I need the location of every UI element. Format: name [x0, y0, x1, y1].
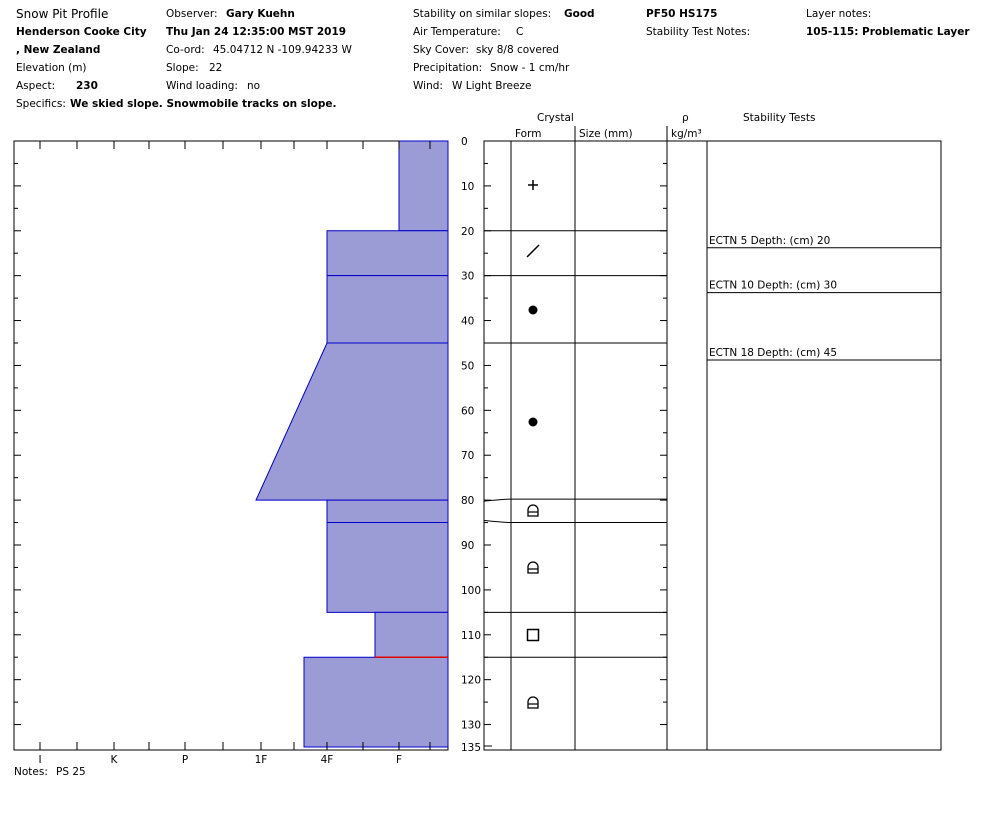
depth-tick-label-60: 60	[461, 405, 474, 417]
layer-boundary-80	[483, 498, 667, 502]
grain-symbols	[526, 180, 540, 709]
grain-depth-hoar-icon	[527, 696, 539, 709]
hardness-tick-label-4F: 4F	[321, 754, 334, 766]
hardness-axis: I K P 1F 4F F	[13, 141, 431, 766]
sky-label: Sky Cover:	[413, 44, 470, 56]
stability-test-label-1: ECTN 10 Depth: (cm) 30	[709, 280, 837, 292]
layer-notes-label: Layer notes:	[806, 8, 872, 20]
hardness-layer-7	[303, 656, 449, 748]
specifics-label: Specifics:	[16, 98, 66, 110]
wind-loading-label: Wind loading:	[166, 80, 238, 92]
hardness-profile	[255, 140, 449, 748]
layer-notes-value: 105-115: Problematic Layer	[806, 26, 970, 38]
layer-boundary-85	[483, 520, 667, 524]
depth-tick-label-70: 70	[461, 450, 474, 462]
air-temp-label: Air Temperature:	[413, 26, 501, 38]
air-temp-value: C	[516, 26, 524, 38]
pf-hs-value: PF50 HS175	[646, 8, 718, 20]
stability-similar-label: Stability on similar slopes:	[413, 8, 552, 20]
depth-tick-label-110: 110	[461, 630, 481, 642]
hardness-layer-3	[255, 342, 449, 501]
hardness-tick-label-F: F	[396, 754, 402, 766]
hardness-layer-0	[398, 140, 449, 232]
depth-tick-label-135: 135	[461, 742, 481, 754]
depth-tick-label-50: 50	[461, 360, 474, 372]
size-header: Size (mm)	[579, 128, 633, 140]
depth-tick-label-120: 120	[461, 675, 481, 687]
wind-value: W Light Breeze	[452, 80, 532, 92]
specifics-value: We skied slope. Snowmobile tracks on slo…	[70, 98, 337, 110]
density-symbol-header: ρ	[682, 112, 689, 124]
form-header: Form	[515, 128, 542, 140]
observer-label: Observer:	[166, 8, 218, 20]
depth-axis: 0 10 20 30 40 50 60 70 80 90 100 110 120 130 135	[14, 136, 667, 754]
layer-boundaries	[483, 230, 667, 747]
depth-tick-label-90: 90	[461, 540, 474, 552]
coord-value: 45.04712 N -109.94233 W	[213, 44, 352, 56]
slash	[526, 244, 540, 258]
hoar	[527, 504, 539, 517]
hardness-tick-label-1F: 1F	[255, 754, 268, 766]
datetime: Thu Jan 24 12:35:00 MST 2019	[166, 26, 347, 38]
hardness-layer-4	[326, 499, 449, 524]
page-title: Snow Pit Profile	[16, 7, 109, 21]
dot	[528, 417, 538, 427]
hardness-layer-6	[374, 611, 449, 658]
crystal-table-frame	[483, 140, 942, 751]
depth-tick-label-80: 80	[461, 495, 474, 507]
dot	[528, 305, 538, 315]
hoar	[527, 561, 539, 574]
hardness-layer-5	[326, 522, 449, 613]
hoar	[527, 696, 539, 709]
hardness-tick-label-I: I	[38, 754, 41, 766]
hardness-layer-1	[326, 230, 449, 277]
location-line1: Henderson Cooke City	[16, 26, 147, 38]
aspect-value: 230	[76, 80, 98, 92]
grain-depth-hoar-icon	[527, 504, 539, 517]
slope-value: 22	[209, 62, 223, 74]
grain-rounded-grains-icon	[528, 417, 538, 427]
coord-label: Co-ord:	[166, 44, 205, 56]
grain-precipitation-particles-icon	[528, 180, 538, 190]
stability-similar-value: Good	[564, 8, 595, 20]
stability-test-label-2: ECTN 18 Depth: (cm) 45	[709, 347, 837, 359]
depth-tick-label-30: 30	[461, 271, 474, 283]
depth-tick-label-130: 130	[461, 720, 481, 732]
sky-value: sky 8/8 covered	[476, 44, 560, 56]
location-line2: , New Zealand	[16, 44, 101, 56]
stability-notes-label: Stability Test Notes:	[646, 26, 751, 38]
depth-tick-label-40: 40	[461, 316, 474, 328]
grain-depth-hoar-icon	[527, 561, 539, 574]
hardness-tick-label-P: P	[182, 754, 188, 766]
elevation-label: Elevation (m)	[16, 62, 87, 74]
hardness-layer-2	[326, 275, 449, 344]
stability-tests-header: Stability Tests	[743, 112, 816, 124]
grain-decomposing-fragments-icon	[526, 244, 540, 258]
precip-value: Snow - 1 cm/hr	[490, 62, 570, 74]
depth-tick-label-10: 10	[461, 181, 474, 193]
stability-test-list: ECTN 5 Depth: (cm) 20 ECTN 10 Depth: (cm)…	[707, 235, 941, 361]
aspect-label: Aspect:	[16, 80, 56, 92]
wind-loading-value: no	[247, 80, 261, 92]
crystal-header: Crystal	[537, 112, 574, 124]
square	[526, 628, 540, 642]
depth-tick-label-20: 20	[461, 226, 474, 238]
notes-label: Notes:	[14, 766, 48, 778]
wind-label: Wind:	[413, 80, 443, 92]
depth-tick-label-0: 0	[461, 136, 468, 148]
hardness-tick-label-K: K	[111, 754, 119, 766]
precip-label: Precipitation:	[413, 62, 483, 74]
depth-tick-label-100: 100	[461, 585, 481, 597]
stability-test-label-0: ECTN 5 Depth: (cm) 20	[709, 235, 830, 247]
observer-value: Gary Kuehn	[226, 8, 295, 20]
notes-value: PS 25	[56, 766, 86, 778]
density-unit-header: kg/m³	[671, 128, 702, 140]
slope-label: Slope:	[166, 62, 199, 74]
grain-rounded-grains-icon	[528, 305, 538, 315]
grain-faceted-crystals-icon	[526, 628, 540, 642]
